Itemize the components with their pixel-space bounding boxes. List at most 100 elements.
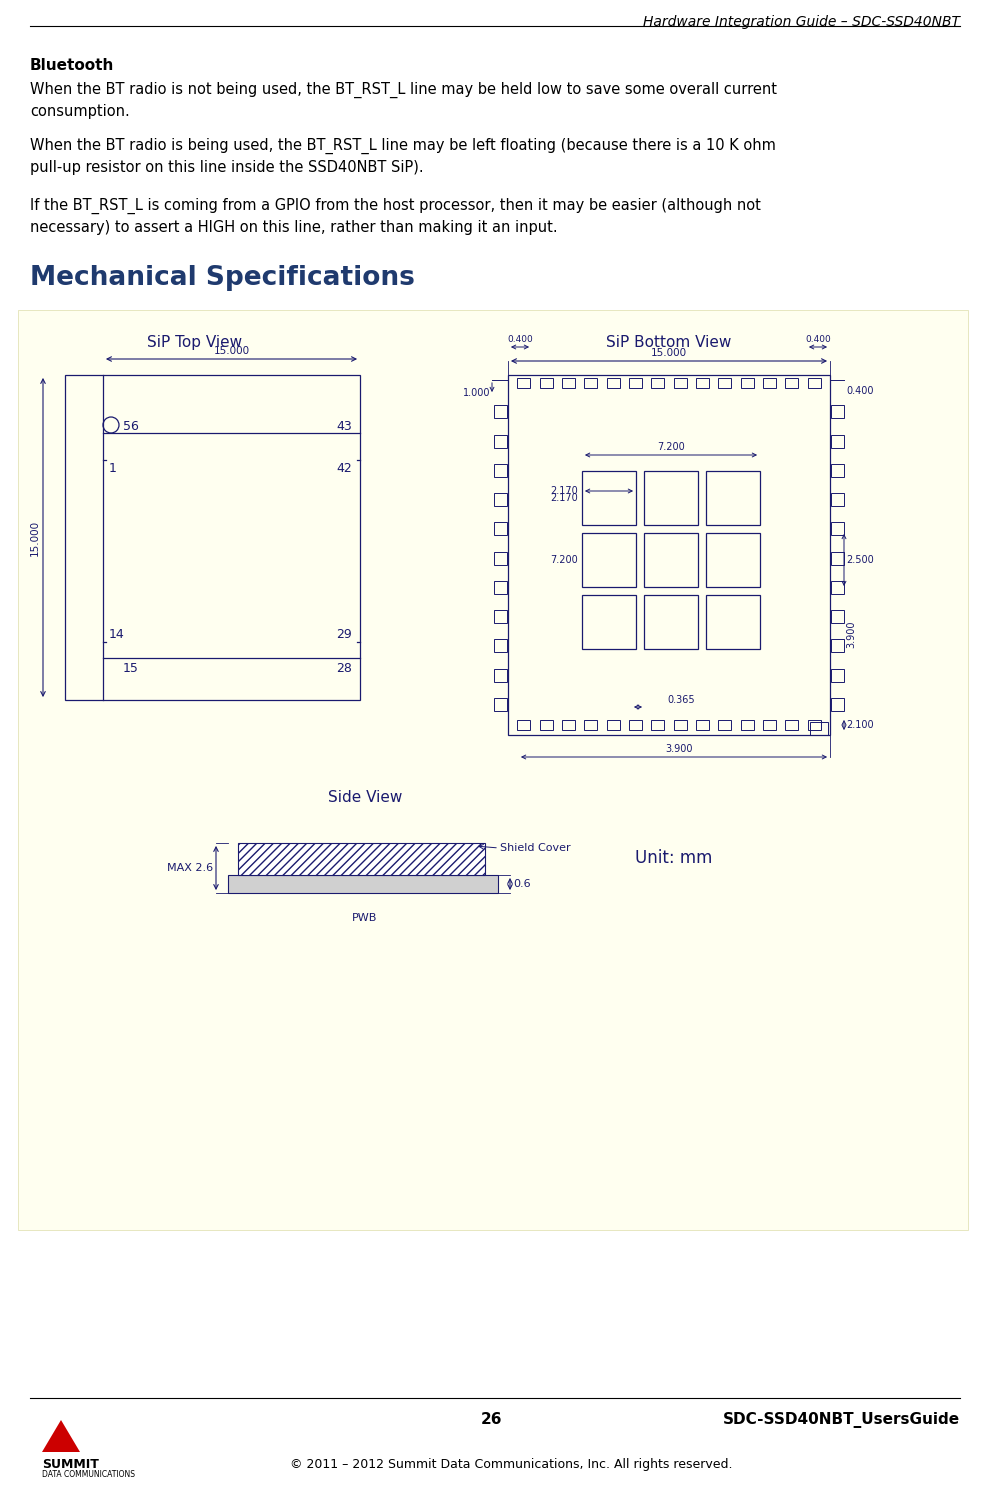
Bar [831,523,844,535]
Text: SDC-SSD40NBT_UsersGuide: SDC-SSD40NBT_UsersGuide [723,1412,960,1429]
Text: 3.900: 3.900 [665,744,692,754]
Bar [763,379,776,388]
Text: 1.000: 1.000 [463,388,490,398]
Bar [607,379,620,388]
Text: When the BT radio is not being used, the BT_RST_L line may be held low to save s: When the BT radio is not being used, the… [30,82,777,119]
Text: 43: 43 [336,420,352,434]
Bar [741,379,754,388]
Bar [494,405,507,419]
Bar [494,639,507,652]
Text: MAX 2.6: MAX 2.6 [166,863,213,873]
Text: Unit: mm: Unit: mm [635,849,712,867]
Bar [763,720,776,731]
Bar [644,471,698,526]
Bar [562,720,575,731]
Bar [494,668,507,682]
Text: 26: 26 [482,1412,502,1427]
Text: PWB: PWB [353,913,377,924]
Text: 15.000: 15.000 [214,346,249,356]
Bar [494,493,507,506]
Bar [607,720,620,731]
Text: DATA COMMUNICATIONS: DATA COMMUNICATIONS [42,1470,135,1479]
Bar [831,405,844,419]
Text: 42: 42 [336,462,352,475]
Bar [494,463,507,477]
Text: 14: 14 [109,628,125,642]
Bar [584,720,597,731]
Bar [651,379,664,388]
Text: 0.400: 0.400 [805,336,831,345]
Text: SiP Bottom View: SiP Bottom View [607,336,732,350]
Bar [494,610,507,624]
Bar [696,379,709,388]
Bar [582,595,636,649]
Bar [831,639,844,652]
Text: 0.6: 0.6 [513,879,531,890]
Bar [494,551,507,564]
Bar [582,471,636,526]
Bar [18,310,968,1230]
Polygon shape [42,1420,80,1452]
Text: Side View: Side View [328,790,402,805]
Text: 29: 29 [336,628,352,642]
Bar [706,595,760,649]
Text: 2.100: 2.100 [846,720,874,731]
Bar [644,595,698,649]
Text: 2.500: 2.500 [846,555,874,564]
Text: SUMMIT: SUMMIT [42,1458,98,1472]
Bar [494,698,507,711]
Bar [517,720,530,731]
Bar [706,533,760,587]
Bar [831,435,844,447]
Bar [831,581,844,594]
Text: 56: 56 [123,420,139,434]
Text: 15: 15 [123,661,139,674]
Text: 0.400: 0.400 [507,336,533,345]
Bar [65,376,360,699]
Bar [494,435,507,447]
Text: 0.365: 0.365 [667,695,694,705]
Text: Bluetooth: Bluetooth [30,58,114,73]
Bar [831,668,844,682]
Text: If the BT_RST_L is coming from a GPIO from the host processor, then it may be ea: If the BT_RST_L is coming from a GPIO fr… [30,198,760,235]
Bar [517,379,530,388]
Bar [808,379,821,388]
Bar [540,720,553,731]
Bar [706,471,760,526]
Text: 28: 28 [336,661,352,674]
Bar [831,551,844,564]
Bar [629,379,642,388]
Bar [831,493,844,506]
Bar [808,720,821,731]
Text: 15.000: 15.000 [651,347,688,358]
Bar [810,722,827,735]
Bar [494,523,507,535]
Bar [696,720,709,731]
Bar [831,610,844,624]
Text: 7.200: 7.200 [657,443,685,451]
Bar [582,533,636,587]
Bar [831,698,844,711]
Text: 3.900: 3.900 [846,621,856,647]
Bar [785,720,798,731]
Text: Hardware Integration Guide – SDC-SSD40NBT: Hardware Integration Guide – SDC-SSD40NB… [643,15,960,30]
Text: 1: 1 [109,462,117,475]
Text: SiP Top View: SiP Top View [148,336,242,350]
Text: 15.000: 15.000 [30,520,40,555]
Text: 2.170: 2.170 [551,486,578,496]
Bar [785,379,798,388]
Bar [238,843,485,875]
Bar [831,463,844,477]
Bar [741,720,754,731]
Text: 2.170: 2.170 [551,493,578,503]
Bar [629,720,642,731]
Bar [494,581,507,594]
Bar [718,379,731,388]
Bar [228,875,498,892]
Text: When the BT radio is being used, the BT_RST_L line may be left floating (because: When the BT radio is being used, the BT_… [30,138,776,175]
Text: Mechanical Specifications: Mechanical Specifications [30,264,415,291]
Bar [584,379,597,388]
Bar [562,379,575,388]
Bar [508,376,830,735]
Bar [651,720,664,731]
